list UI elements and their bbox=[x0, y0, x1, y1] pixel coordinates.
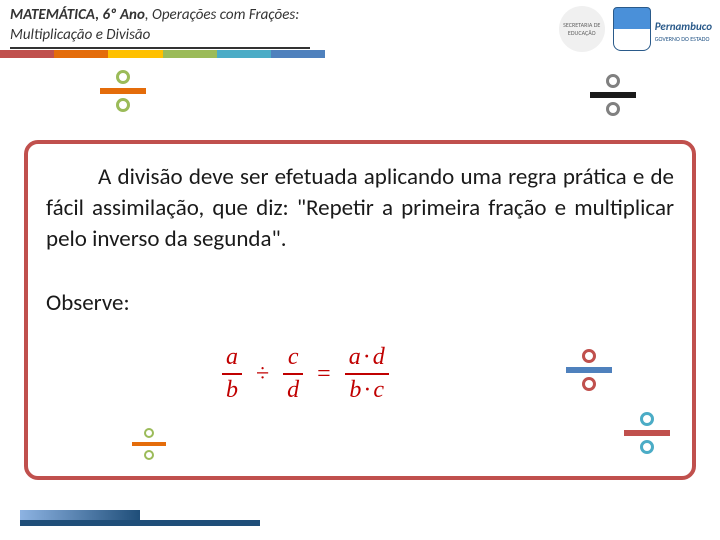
pernambuco-logo-icon: Pernambuco GOVERNO DO ESTADO bbox=[613, 7, 712, 51]
division-icon-top-right bbox=[590, 74, 636, 116]
secretaria-logo-icon: SECRETARIA DE EDUCAÇÃO bbox=[559, 6, 605, 52]
division-icon-mid-right-1 bbox=[566, 349, 612, 391]
content-box: A divisão deve ser efetuada aplicando um… bbox=[24, 140, 696, 480]
observe-label: Observe: bbox=[46, 289, 674, 317]
division-icon-mid-right-2 bbox=[624, 412, 670, 454]
color-bar bbox=[0, 50, 325, 58]
division-formula: ab ÷ cd = a·d b·c bbox=[216, 344, 395, 404]
division-icon-top-left bbox=[100, 70, 146, 112]
shield-icon bbox=[613, 7, 651, 51]
header-title: MATEMÁTICA, 6º Ano, Operações com Fraçõe… bbox=[10, 6, 310, 49]
subtopic: Multiplicação e Divisão bbox=[10, 26, 150, 44]
state-slogan: GOVERNO DO ESTADO bbox=[655, 35, 712, 43]
slide-header: MATEMÁTICA, 6º Ano, Operações com Fraçõe… bbox=[0, 0, 720, 58]
fraction-1: ab bbox=[222, 344, 242, 404]
subject: MATEMÁTICA, 6º Ano bbox=[10, 6, 145, 24]
division-icon-bottom-left bbox=[132, 428, 166, 460]
divide-op: ÷ bbox=[256, 361, 269, 388]
rule-paragraph: A divisão deve ser efetuada aplicando um… bbox=[46, 162, 674, 255]
header-logos: SECRETARIA DE EDUCAÇÃO Pernambuco GOVERN… bbox=[559, 6, 712, 52]
state-name: Pernambuco bbox=[655, 20, 712, 33]
footer-bar bbox=[20, 520, 260, 526]
equals-op: = bbox=[317, 361, 331, 388]
fraction-2: cd bbox=[283, 344, 303, 404]
fraction-result: a·d b·c bbox=[345, 344, 389, 404]
topic: Operações com Frações: bbox=[152, 6, 299, 24]
